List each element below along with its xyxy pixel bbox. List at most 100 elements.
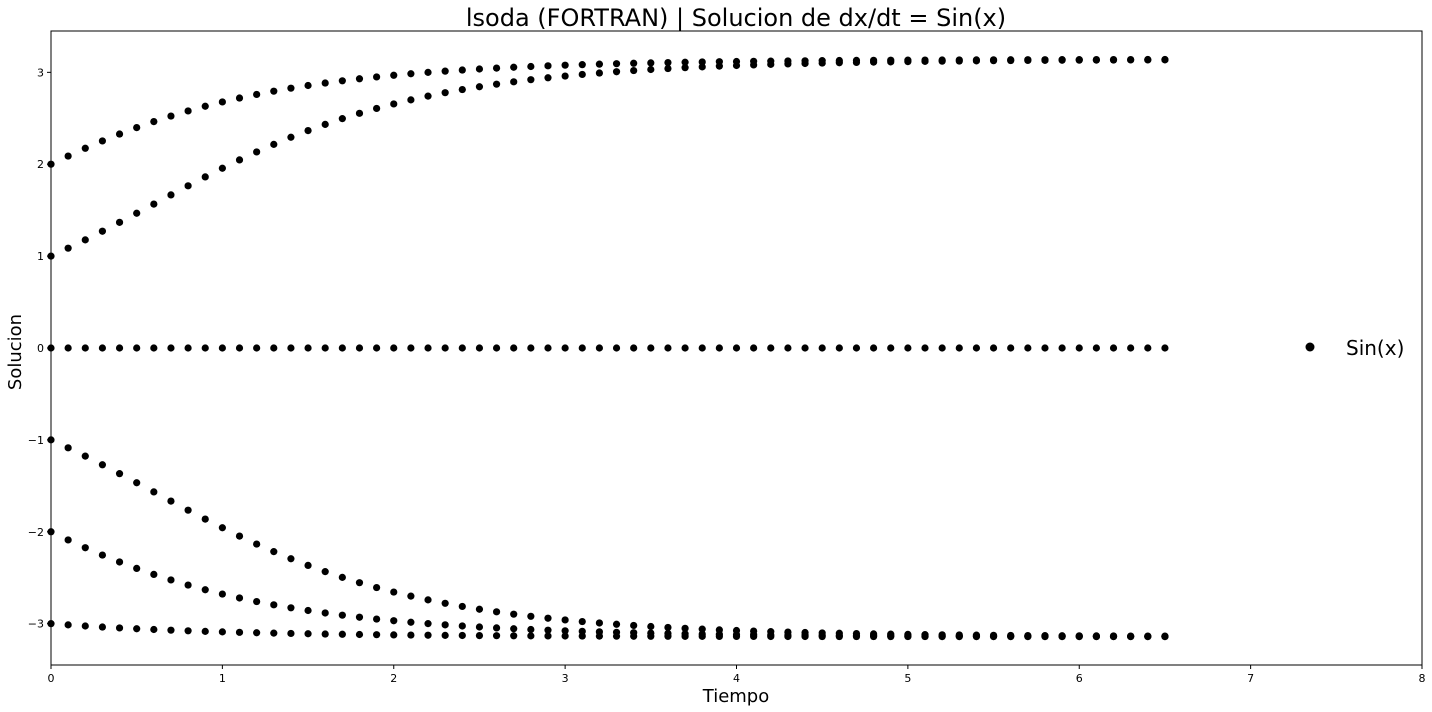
data-point	[218, 164, 226, 172]
data-point	[47, 436, 55, 444]
data-point	[270, 344, 278, 352]
data-point	[1024, 56, 1032, 64]
data-point	[167, 112, 175, 120]
data-point	[115, 218, 124, 226]
data-point	[784, 628, 792, 636]
data-point	[1127, 632, 1135, 640]
data-point	[852, 56, 861, 65]
data-point	[218, 98, 226, 106]
data-point	[989, 56, 998, 64]
data-point	[253, 540, 261, 548]
data-point	[235, 532, 244, 540]
x-tick-label: 8	[1419, 672, 1426, 685]
data-point	[167, 191, 175, 199]
data-point	[150, 488, 158, 496]
data-point	[852, 630, 861, 638]
data-point	[595, 344, 604, 352]
data-point	[304, 127, 312, 135]
data-point	[47, 252, 55, 260]
data-point	[390, 631, 398, 639]
data-point	[373, 631, 381, 639]
data-point	[732, 344, 741, 352]
data-point	[475, 605, 484, 613]
data-point	[218, 628, 226, 636]
data-point	[47, 344, 55, 352]
data-point	[989, 631, 998, 639]
data-point	[664, 623, 672, 632]
data-point	[424, 620, 432, 628]
data-point	[47, 620, 55, 628]
data-point	[355, 613, 364, 621]
data-point	[647, 629, 655, 637]
data-point	[767, 344, 775, 352]
data-point	[492, 624, 501, 632]
data-point	[373, 344, 381, 352]
data-point	[355, 75, 364, 83]
data-point	[681, 630, 689, 638]
data-point	[201, 515, 209, 523]
data-point	[784, 57, 792, 65]
data-point	[595, 69, 604, 77]
data-point	[373, 104, 381, 113]
data-point	[270, 601, 278, 609]
legend-marker	[1305, 342, 1315, 352]
data-point	[355, 344, 364, 352]
data-point	[527, 76, 535, 84]
data-point	[852, 344, 861, 352]
data-point	[492, 632, 501, 640]
data-point	[235, 94, 244, 102]
data-point	[218, 344, 226, 352]
data-point	[938, 344, 946, 352]
data-point	[184, 506, 192, 514]
data-point	[921, 631, 929, 639]
data-point	[133, 625, 141, 633]
data-point	[801, 57, 809, 65]
data-point	[390, 588, 398, 596]
data-point	[407, 70, 415, 78]
data-point	[630, 621, 638, 630]
data-point	[270, 87, 278, 95]
data-point	[561, 627, 569, 635]
y-tick-label: −3	[28, 618, 44, 631]
data-point	[1075, 632, 1083, 640]
data-point	[938, 631, 946, 639]
data-point	[1007, 56, 1015, 64]
data-point	[338, 573, 346, 581]
data-point	[47, 160, 55, 168]
data-point	[595, 628, 604, 636]
data-point	[287, 629, 295, 638]
data-point	[424, 68, 432, 76]
data-point	[441, 621, 449, 629]
data-point	[527, 344, 535, 352]
data-point	[287, 555, 295, 563]
data-point	[1075, 344, 1083, 352]
data-point	[630, 344, 638, 352]
data-point	[698, 344, 706, 352]
data-point	[98, 551, 107, 559]
data-point	[201, 586, 209, 594]
data-point	[955, 344, 963, 352]
data-point	[81, 622, 89, 630]
data-point	[81, 144, 89, 152]
data-point	[647, 344, 655, 352]
x-tick-label: 0	[48, 672, 55, 685]
data-point	[115, 470, 124, 478]
data-point	[681, 58, 689, 66]
data-point	[835, 629, 843, 637]
data-point	[801, 344, 809, 352]
data-point	[1058, 344, 1066, 352]
y-tick-label: 2	[37, 158, 44, 171]
data-point	[390, 100, 398, 108]
data-point	[184, 182, 192, 190]
data-point	[253, 629, 261, 637]
data-point	[510, 78, 518, 86]
data-point	[304, 81, 312, 90]
data-point	[544, 626, 552, 634]
data-point	[544, 344, 552, 352]
data-point	[115, 130, 124, 138]
data-point	[338, 77, 346, 85]
data-point	[818, 57, 826, 65]
data-point	[750, 57, 758, 65]
data-point	[1092, 56, 1100, 64]
data-point	[270, 548, 278, 556]
